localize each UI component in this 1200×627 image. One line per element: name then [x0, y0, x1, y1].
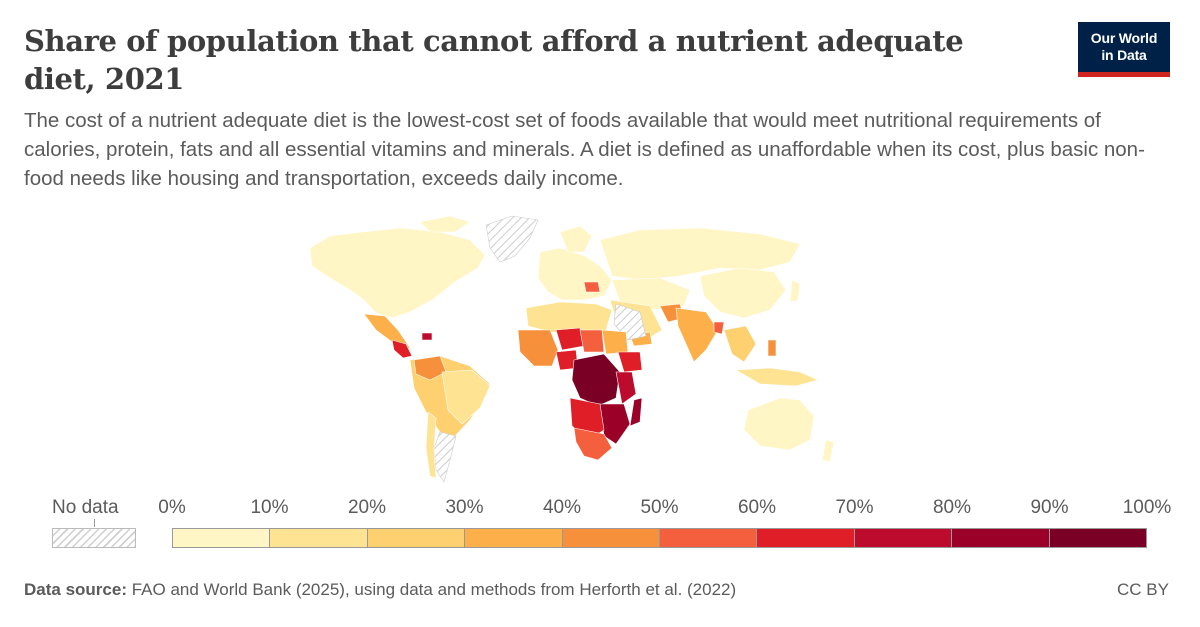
map-bangladesh[interactable]: [713, 321, 725, 335]
map-north-america[interactable]: [309, 227, 486, 319]
color-legend: No data 0% 10% 20% 30% 40% 50% 60% 70% 80% 90% 100…: [0, 495, 1200, 555]
no-data-tick: [94, 519, 95, 527]
map-ethiopia[interactable]: [617, 351, 643, 373]
map-japan[interactable]: [789, 279, 801, 303]
map-greenland[interactable]: [485, 215, 539, 263]
legend-tick-label: 90%: [1030, 497, 1069, 518]
legend-tick-label: 20%: [347, 497, 387, 518]
legend-tick-label: 40%: [542, 497, 582, 518]
legend-tick-label: 60%: [737, 497, 777, 518]
map-madagascar[interactable]: [629, 397, 643, 427]
world-map: [309, 215, 835, 483]
map-north-africa[interactable]: [525, 301, 613, 335]
map-haiti[interactable]: [421, 332, 433, 341]
map-china[interactable]: [699, 267, 787, 319]
legend-bin[interactable]: [757, 529, 855, 547]
map-new-zealand[interactable]: [821, 439, 835, 463]
logo-line-1: Our World: [1090, 30, 1158, 46]
map-philippines[interactable]: [767, 339, 777, 357]
map-southeast-asia[interactable]: [723, 325, 757, 363]
map-scandinavia[interactable]: [559, 225, 593, 253]
legend-tick-label: 50%: [640, 497, 679, 518]
legend-tick-label: 100%: [1122, 497, 1172, 518]
map-sudan[interactable]: [601, 329, 629, 355]
legend-tick-label: 80%: [932, 497, 972, 518]
license-link[interactable]: CC BY: [1117, 580, 1169, 599]
legend-bin[interactable]: [270, 529, 368, 547]
map-east-africa[interactable]: [615, 371, 637, 405]
legend-tick-label: 0%: [158, 497, 186, 518]
map-australia[interactable]: [743, 397, 815, 451]
data-source-label: Data source:: [24, 580, 127, 599]
legend-bin[interactable]: [465, 529, 563, 547]
legend-bin[interactable]: [952, 529, 1050, 547]
map-romania[interactable]: [583, 281, 601, 293]
data-source-text: FAO and World Bank (2025), using data an…: [131, 580, 737, 599]
map-west-africa[interactable]: [517, 329, 559, 367]
legend-tick-label: 70%: [835, 497, 874, 518]
legend-bin[interactable]: [562, 529, 661, 547]
no-data-swatch[interactable]: [52, 528, 136, 548]
chart-title: Share of population that cannot afford a…: [24, 24, 964, 96]
map-central-africa[interactable]: [571, 353, 621, 407]
legend-bin[interactable]: [173, 529, 271, 547]
legend-tick-label: 10%: [250, 497, 289, 518]
legend-tick-label: 30%: [445, 497, 484, 518]
map-chad[interactable]: [579, 329, 605, 353]
map-brazil[interactable]: [441, 369, 491, 425]
map-niger[interactable]: [555, 327, 585, 351]
owid-logo[interactable]: Our World in Data: [1078, 22, 1170, 77]
map-india[interactable]: [675, 307, 719, 363]
no-data-label: No data: [52, 497, 119, 518]
logo-line-2: in Data: [1101, 47, 1147, 63]
map-venezuela[interactable]: [413, 355, 447, 381]
map-chile[interactable]: [425, 411, 437, 479]
data-source: Data source: FAO and World Bank (2025), …: [24, 580, 736, 600]
map-arctic-islands[interactable]: [419, 215, 471, 233]
map-central-america[interactable]: [391, 339, 413, 359]
map-argentina[interactable]: [433, 431, 457, 483]
chart-subtitle: The cost of a nutrient adequate diet is …: [24, 109, 1145, 190]
legend-bin[interactable]: [854, 529, 953, 547]
legend-bin[interactable]: [367, 529, 466, 547]
legend-bin[interactable]: [1049, 529, 1147, 547]
legend-bin[interactable]: [660, 529, 758, 547]
map-southern-africa[interactable]: [573, 427, 613, 461]
map-western-sahara[interactable]: [613, 303, 647, 341]
legend-bins: [172, 528, 1147, 548]
map-indonesia[interactable]: [735, 367, 819, 387]
map-europe[interactable]: [537, 247, 613, 301]
